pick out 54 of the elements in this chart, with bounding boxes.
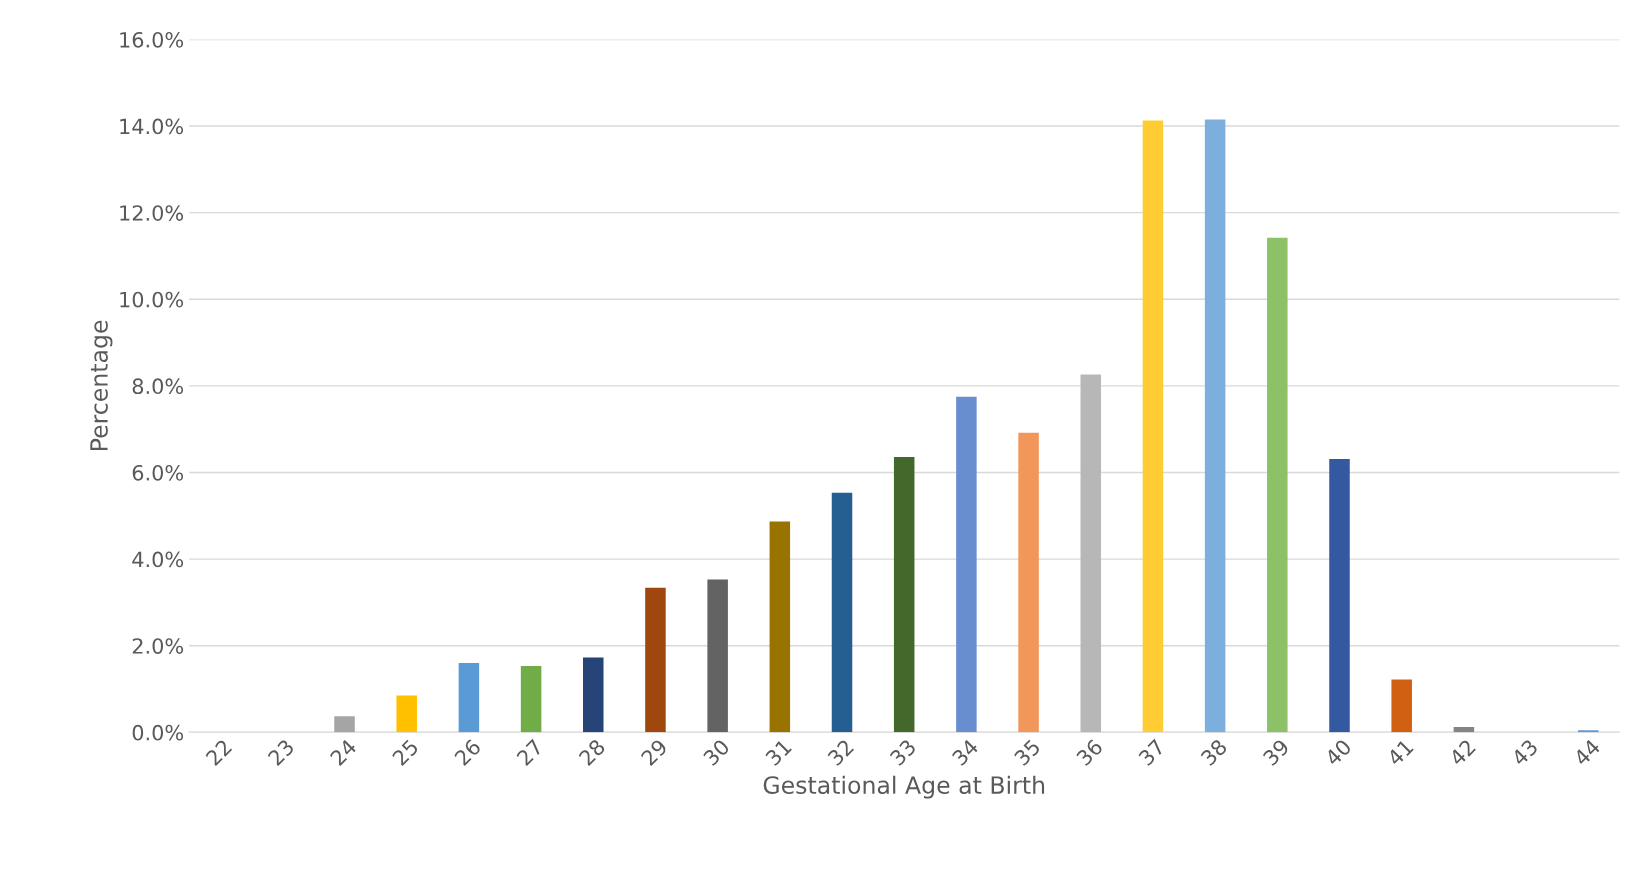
x-tick-label: 30 [702,738,731,767]
bar [645,587,666,733]
x-tick-label: 43 [1510,738,1539,767]
x-tick-label: 28 [578,738,606,767]
bar [396,695,417,733]
bar [1080,374,1102,733]
x-tick-label: 24 [329,738,358,767]
bar [1204,119,1226,733]
bar [831,492,853,733]
bar [334,716,355,733]
x-tick-label: 34 [951,738,980,767]
bar [583,657,604,733]
x-tick-label: 40 [1323,738,1353,767]
bar [893,456,915,733]
bar [1267,237,1288,733]
x-tick-label: 27 [515,738,544,767]
y-tick-label: 8.0% [132,378,184,395]
y-tick-label: 6.0% [132,464,184,481]
y-tick-label: 2.0% [132,638,184,654]
x-tick-label: 41 [1386,738,1414,767]
y-axis-title: Percentage [90,320,113,450]
y-tick-label: 10.0% [120,291,184,308]
bar [458,663,480,733]
x-tick-label: 26 [453,738,482,767]
bar [956,396,977,733]
x-tick-label: 33 [889,738,917,767]
bar [1577,730,1599,733]
bar [520,666,542,733]
x-tick-label: 25 [391,738,420,767]
x-tick-label: 31 [764,738,793,767]
x-tick-label: 38 [1200,738,1228,767]
y-tick-label: 12.0% [120,205,184,221]
x-tick-label: 37 [1137,738,1166,767]
bar [1329,459,1350,733]
x-tick-label: 36 [1075,738,1104,767]
y-tick-label: 16.0% [120,31,184,48]
x-tick-label: 39 [1262,738,1290,767]
bar [1018,432,1039,733]
x-tick-label: 32 [826,738,855,767]
y-tick-label: 14.0% [120,118,184,135]
bar [1453,727,1475,733]
y-tick-label: 4.0% [132,551,184,568]
x-tick-label: 23 [267,738,295,767]
x-axis-title: Gestational Age at Birth [763,775,1045,799]
x-tick-label: 22 [204,738,233,767]
y-tick-label: 0.0% [132,724,184,741]
bar [1142,120,1164,733]
x-tick-label: 29 [640,738,669,767]
x-tick-label: 35 [1013,738,1041,767]
x-tick-label: 42 [1448,738,1476,767]
bar [707,579,728,733]
bar [1391,679,1412,733]
bar [769,521,791,733]
x-tick-label: 44 [1572,738,1601,767]
